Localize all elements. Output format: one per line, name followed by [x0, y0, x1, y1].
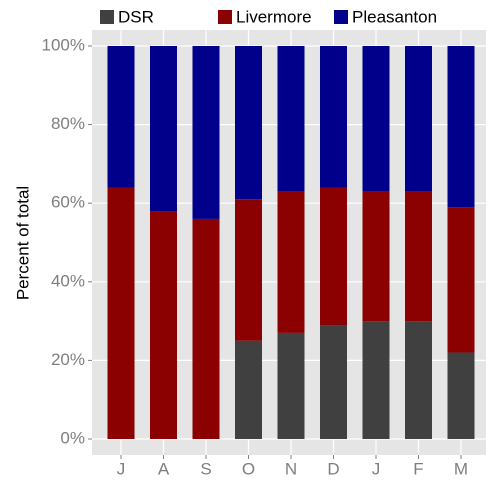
bar-segment — [277, 332, 305, 439]
bar-segment — [235, 340, 262, 439]
bar-segment — [192, 218, 220, 439]
bar-segment — [447, 352, 475, 439]
bar-segment — [320, 325, 347, 439]
y-tick-label: 60% — [51, 193, 85, 212]
legend-swatch — [334, 10, 348, 24]
bar-segment — [405, 321, 432, 439]
y-axis-label: Percent of total — [13, 186, 32, 300]
bar-segment — [447, 46, 475, 208]
bar-segment — [362, 191, 390, 322]
legend-swatch — [100, 10, 114, 24]
legend-label: Pleasanton — [352, 7, 437, 26]
bar-segment — [107, 46, 135, 188]
bar-segment — [150, 46, 177, 212]
x-tick-label: S — [200, 459, 211, 478]
bar-segment — [150, 211, 177, 439]
legend-label: DSR — [118, 7, 154, 26]
x-tick-label: M — [454, 459, 468, 478]
legend-label: Livermore — [236, 7, 312, 26]
y-tick-label: 100% — [42, 35, 85, 54]
x-tick-label: D — [327, 459, 339, 478]
x-tick-label: N — [285, 459, 297, 478]
y-tick-label: 40% — [51, 271, 85, 290]
bar-segment — [362, 46, 390, 192]
bar-segment — [320, 46, 347, 188]
legend-swatch — [218, 10, 232, 24]
bar-segment — [405, 46, 432, 192]
y-tick-label: 20% — [51, 350, 85, 369]
bar-segment — [277, 191, 305, 333]
bar-segment — [447, 207, 475, 353]
bar-segment — [192, 46, 220, 219]
y-tick-label: 0% — [60, 428, 85, 447]
bar-segment — [277, 46, 305, 192]
x-tick-label: F — [413, 459, 423, 478]
x-tick-label: A — [158, 459, 170, 478]
bar-segment — [235, 46, 262, 200]
bar-segment — [405, 191, 432, 322]
bar-segment — [320, 187, 347, 326]
bar-segment — [235, 199, 262, 341]
bar-segment — [107, 187, 135, 439]
y-tick-label: 80% — [51, 114, 85, 133]
x-tick-label: J — [372, 459, 381, 478]
x-tick-label: J — [117, 459, 126, 478]
x-tick-label: O — [242, 459, 255, 478]
bar-segment — [362, 321, 390, 439]
